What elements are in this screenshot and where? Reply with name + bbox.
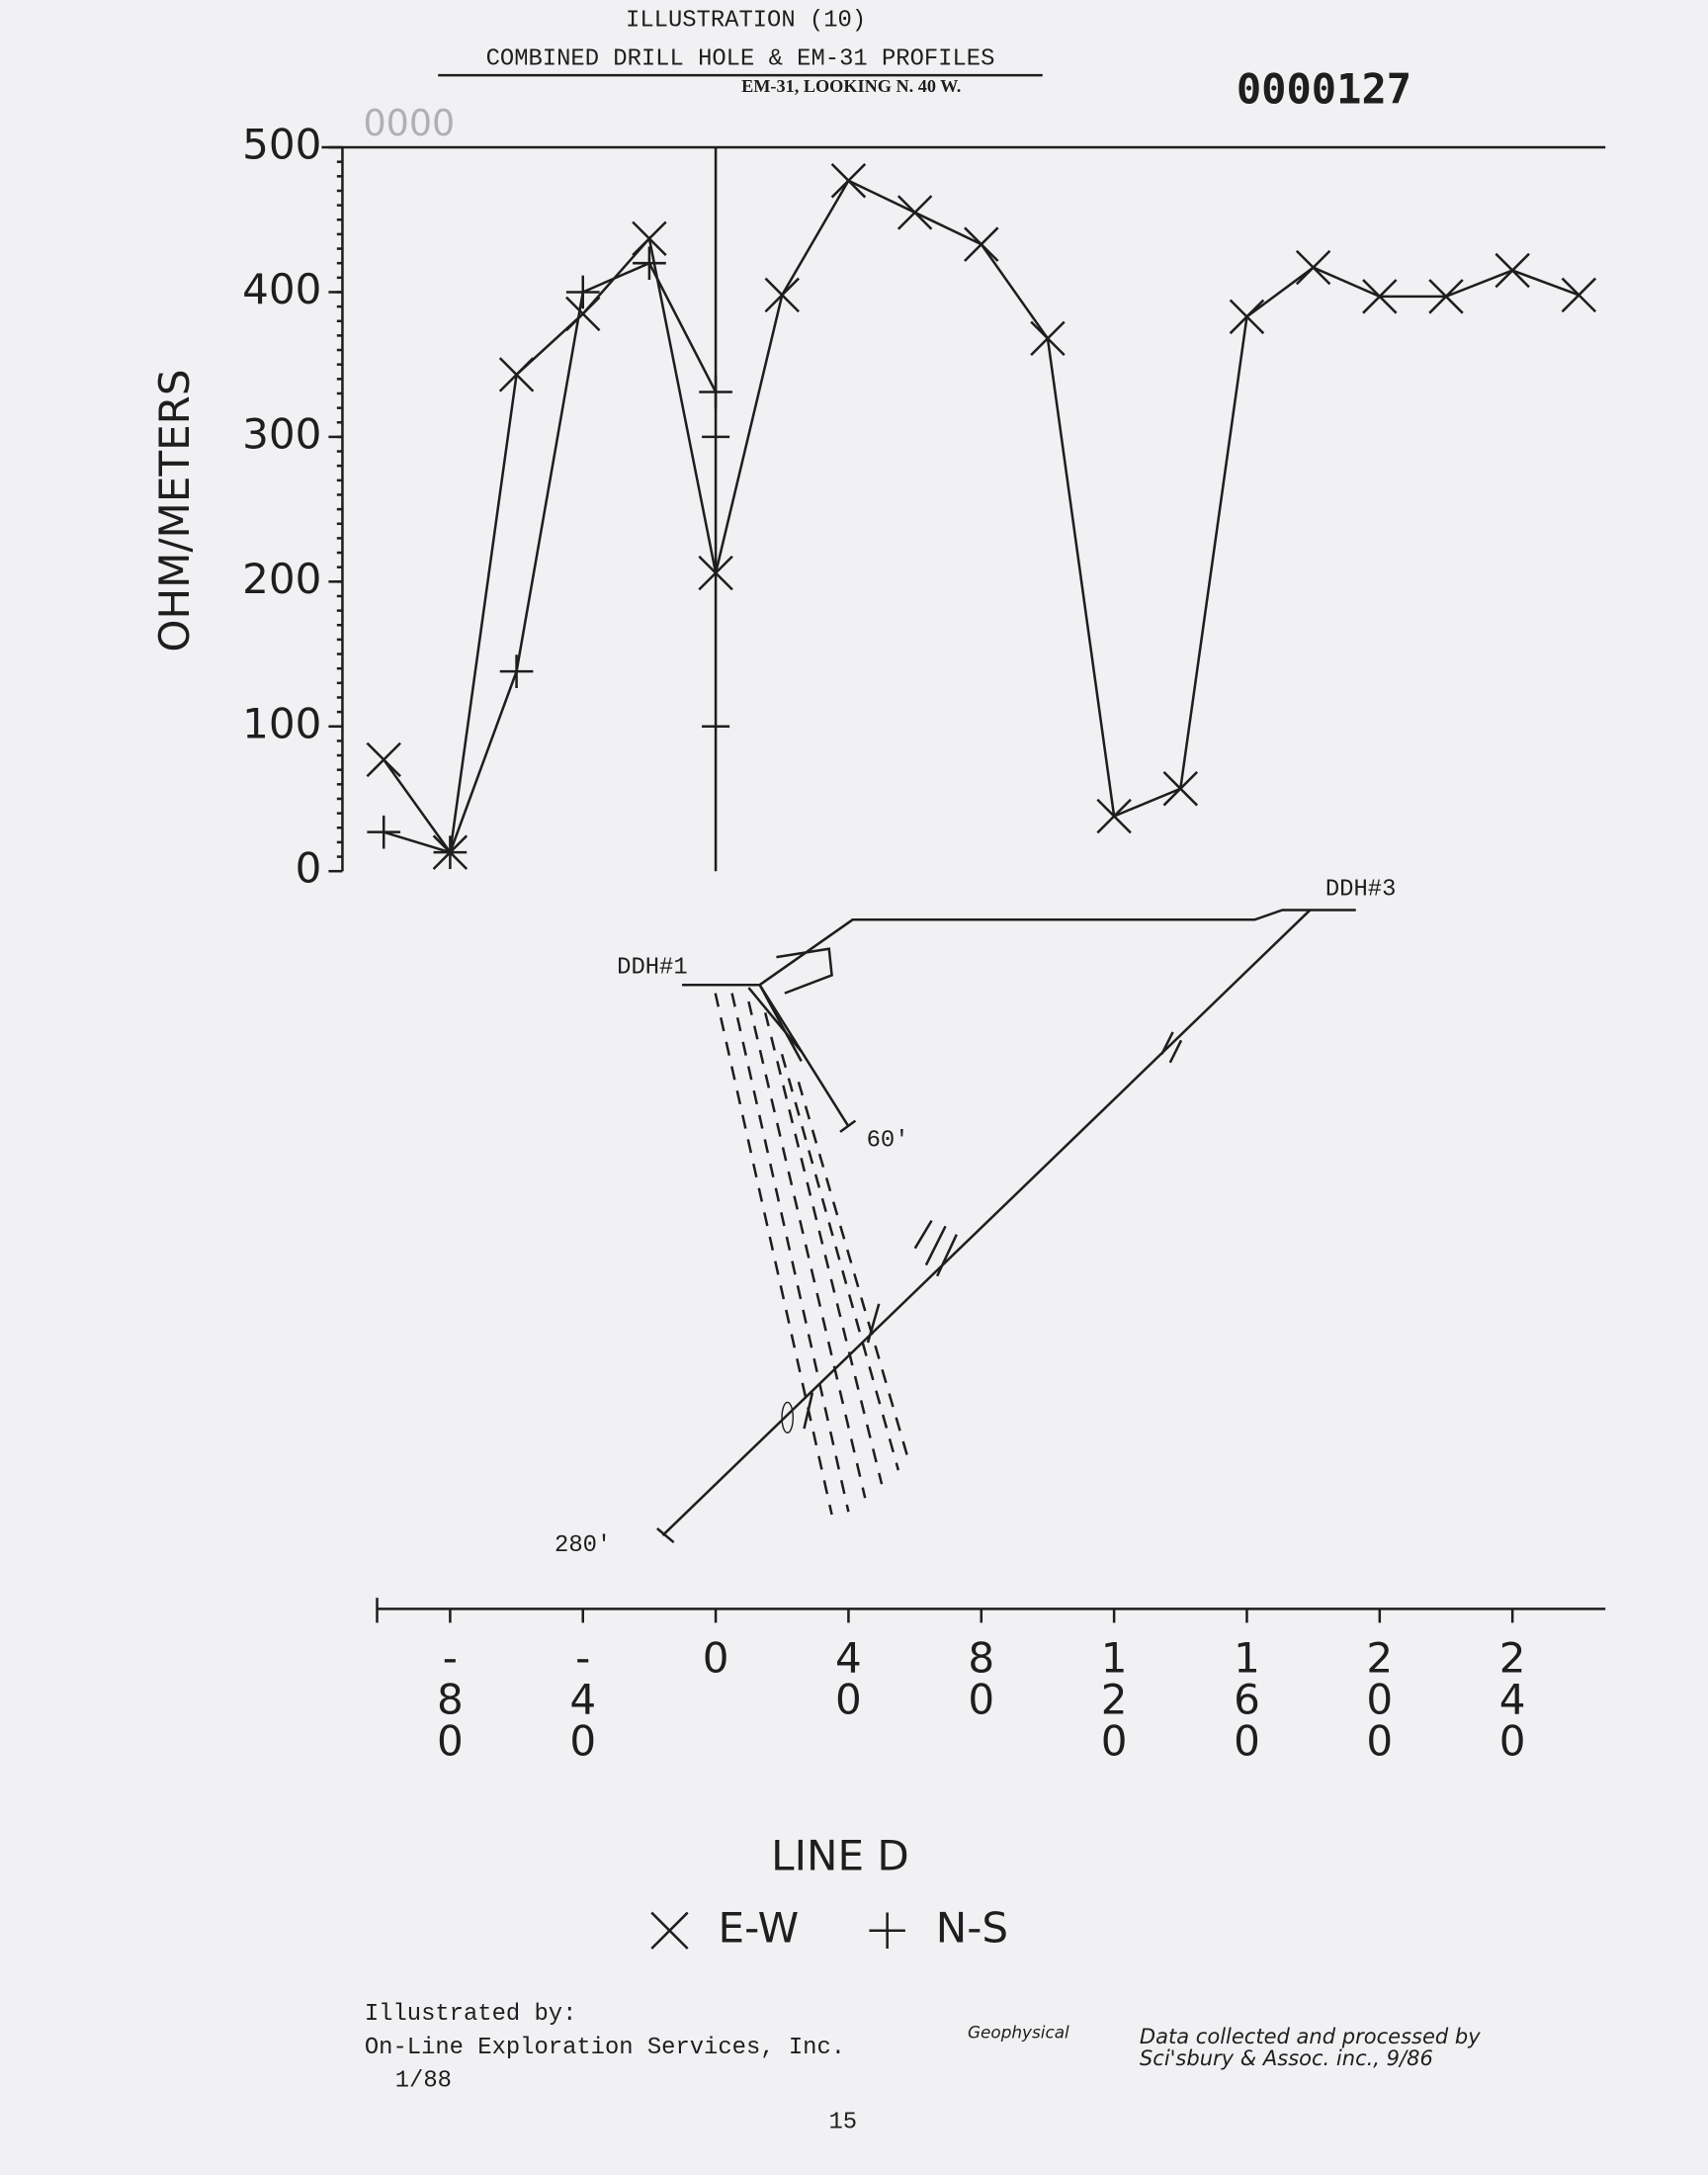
x-marker [498,357,535,392]
legend-label: E-W [719,1903,800,1952]
y-tick-label: 300 [242,409,321,458]
page-number: 15 [828,2110,857,2136]
x-marker [1561,277,1597,313]
y-axis-label: OHM/METERS [150,369,199,652]
drill-hole-3 [661,909,1312,1536]
plus-marker [565,275,600,309]
x-marker [964,226,999,262]
plus-marker [367,815,401,849]
x-marker [698,555,733,591]
plus-marker [869,1912,905,1950]
y-tick-label: 400 [242,265,321,313]
doc-number: 0000127 [1237,64,1411,113]
x-marker [1494,252,1530,289]
plus-marker [633,246,666,281]
x-marker [650,1911,689,1950]
x-tick-label: 0 [703,1633,729,1682]
x-axis-label: LINE D [771,1831,909,1879]
zone [747,987,803,1053]
x-marker [764,277,800,313]
zone [758,984,803,1062]
x-marker [1362,279,1398,314]
x-marker [366,741,401,778]
y-tick-label: 0 [296,844,322,893]
x-marker [565,296,601,332]
x-tick-label: -4 0 [569,1633,596,1765]
legend-label: N-S [936,1903,1008,1952]
plus-marker [699,375,732,409]
schist-band [714,993,911,1516]
drill-section: DDH#1 60' DDH#3 280' [555,877,1396,1559]
y-tick-label: 100 [242,699,321,747]
drill-hole-1 [758,984,850,1127]
zone [776,947,833,995]
plot: 0 100 200 300 400 500 -8 0 -4 0 0 4 0 8 0 1 2 0 1 6 0 2 0 0 2 4 0 E… [242,121,1606,1952]
y-tick-label: 200 [242,555,321,603]
x-marker [1030,320,1066,357]
data-company: Sci'sbury & Assoc. inc., 9/86 [1140,2045,1433,2070]
y-tick-label: 500 [242,121,321,169]
hole-end [656,1527,675,1544]
data-note: Data collected and processed by [1140,2024,1481,2048]
depth-label: 60' [867,1128,909,1155]
credit-label: Illustrated by: [365,2001,577,2028]
plus-marker [499,654,534,688]
x-marker [632,220,667,257]
hole-label: DDH#1 [617,954,688,981]
title: ILLUSTRATION (10) [626,7,866,34]
series-line [383,261,718,854]
plus-marker [433,835,468,869]
faint-stamp: 0000 [363,102,455,144]
fracture-marks [781,1031,1183,1434]
ground-surface [682,909,1356,987]
x-marker [1096,798,1132,834]
x-marker [1428,279,1464,314]
x-marker [897,195,933,230]
depth-label: 280' [555,1532,611,1559]
hole-end [839,1119,857,1133]
x-marker [830,162,867,199]
hole-label: DDH#3 [1325,877,1397,904]
subtitle: COMBINED DRILL HOLE & EM-31 PROFILES [486,46,995,73]
credit-date: 1/88 [395,2068,452,2095]
credit-company: On-Line Exploration Services, Inc. [365,2035,845,2061]
x-marker [1162,771,1199,807]
x-tick-label: -8 0 [437,1633,464,1765]
x-marker [1229,299,1265,335]
x-marker [1295,249,1331,286]
geophysical: Geophysical [968,2023,1069,2043]
note: EM-31, LOOKING N. 40 W. [741,76,961,96]
